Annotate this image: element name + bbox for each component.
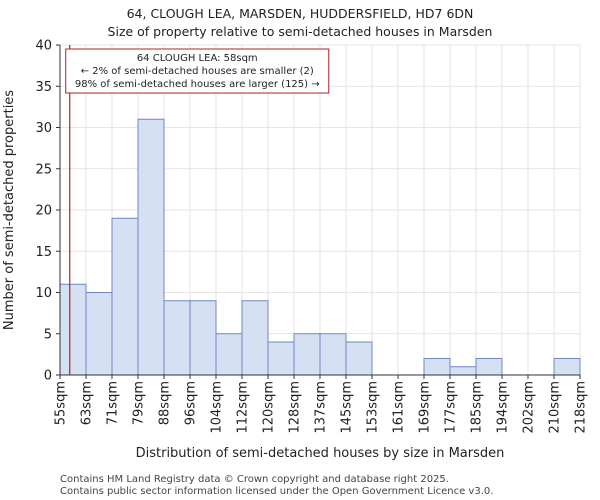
histogram-bar: [137, 118, 165, 376]
y-tick-label: 35: [35, 80, 52, 95]
histogram-bar: [449, 366, 477, 376]
x-tick-label: 79sqm: [132, 381, 147, 425]
y-tick-label: 25: [35, 162, 52, 177]
y-tick-label: 40: [35, 39, 52, 54]
histogram-bar: [215, 333, 243, 376]
x-tick-label: 210sqm: [548, 381, 563, 434]
chart-title-subtitle: Size of property relative to semi-detach…: [107, 24, 493, 39]
annotation-box: [65, 48, 330, 94]
histogram-bar: [189, 300, 217, 376]
y-tick-label: 10: [35, 286, 52, 301]
x-tick-label: 112sqm: [236, 381, 251, 434]
x-tick-label: 194sqm: [496, 381, 511, 434]
x-tick-label: 218sqm: [574, 381, 589, 434]
footer-copyright: Contains HM Land Registry data © Crown c…: [60, 474, 449, 485]
x-tick-label: 161sqm: [392, 381, 407, 434]
x-tick-label: 153sqm: [366, 381, 381, 434]
histogram-bar: [319, 333, 347, 376]
annotation-smaller: ← 2% of semi-detached houses are smaller…: [81, 66, 314, 77]
histogram-bar: [267, 341, 295, 376]
x-tick-label: 185sqm: [470, 381, 485, 434]
histogram-bar: [553, 358, 581, 376]
histogram-bar: [345, 341, 373, 376]
annotation-larger: 98% of semi-detached houses are larger (…: [75, 79, 320, 90]
histogram-bar: [475, 358, 503, 376]
x-tick-label: 63sqm: [80, 381, 95, 425]
histogram-bar: [85, 292, 113, 376]
y-axis-label: Number of semi-detached properties: [2, 90, 17, 330]
histogram-bar: [59, 283, 87, 376]
x-tick-label: 145sqm: [340, 381, 355, 434]
x-tick-label: 128sqm: [288, 381, 303, 434]
x-tick-label: 55sqm: [54, 381, 69, 425]
x-tick-label: 104sqm: [210, 381, 225, 434]
footer-licence: Contains public sector information licen…: [60, 486, 494, 497]
histogram-bar: [111, 217, 139, 376]
histogram-bar: [163, 300, 191, 376]
histogram-bar: [241, 300, 269, 376]
x-tick-label: 88sqm: [158, 381, 173, 425]
x-tick-label: 71sqm: [106, 381, 121, 425]
y-tick-label: 5: [44, 327, 52, 342]
x-tick-label: 120sqm: [262, 381, 277, 434]
x-tick-label: 137sqm: [314, 381, 329, 434]
y-tick-label: 0: [44, 369, 52, 384]
x-tick-label: 177sqm: [444, 381, 459, 434]
x-tick-label: 96sqm: [184, 381, 199, 425]
x-tick-label: 169sqm: [418, 381, 433, 434]
y-tick-label: 15: [35, 245, 52, 260]
histogram-bar: [423, 358, 451, 376]
annotation-title: 64 CLOUGH LEA: 58sqm: [137, 53, 258, 64]
y-tick-label: 30: [35, 121, 52, 136]
histogram-bar: [293, 333, 321, 376]
x-tick-label: 202sqm: [522, 381, 537, 434]
y-tick-label: 20: [35, 204, 52, 219]
chart-title-address: 64, CLOUGH LEA, MARSDEN, HUDDERSFIELD, H…: [126, 6, 474, 21]
x-axis-label: Distribution of semi-detached houses by …: [136, 446, 505, 461]
